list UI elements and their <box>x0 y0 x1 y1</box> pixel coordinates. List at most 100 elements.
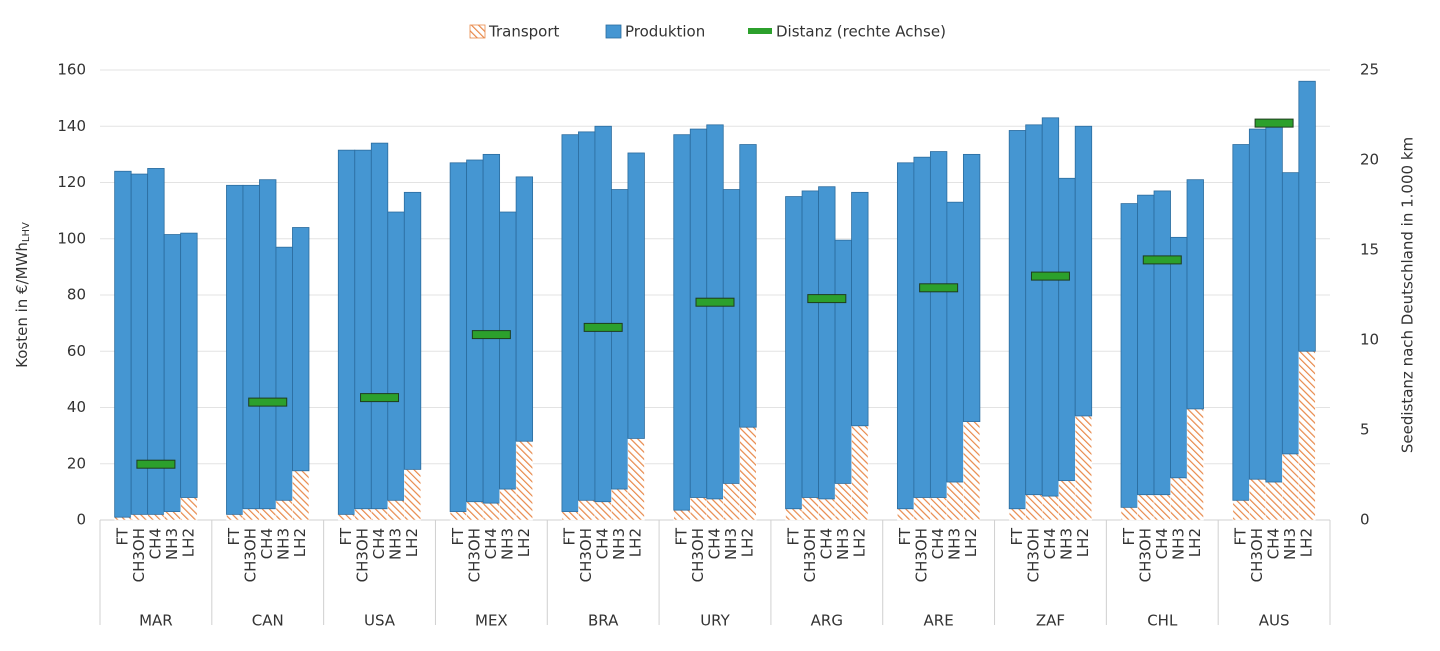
y-tick-label: 80 <box>67 286 86 304</box>
bar-produktion <box>354 149 372 510</box>
bar-transport <box>690 497 707 521</box>
x-tick-label: CH4 <box>817 528 835 559</box>
distance-marker <box>136 459 176 469</box>
bar-transport <box>1137 494 1155 521</box>
bar-produktion <box>594 125 612 503</box>
bar-produktion <box>1041 117 1060 497</box>
bar-produktion <box>226 184 244 515</box>
bar-produktion <box>180 232 198 498</box>
bar-produktion <box>114 170 132 518</box>
group-label: MAR <box>139 612 173 630</box>
bar-produktion <box>1137 194 1155 496</box>
bar-produktion <box>929 151 948 498</box>
y-tick-label: 40 <box>67 398 86 416</box>
bar-produktion <box>275 246 293 501</box>
distance-marker <box>1254 118 1294 128</box>
legend-label: Distanz (rechte Achse) <box>776 23 946 41</box>
bar-produktion <box>689 128 708 498</box>
group-label: USA <box>364 612 396 630</box>
x-tick-label: LH2 <box>1298 528 1316 557</box>
bar-transport <box>226 514 244 521</box>
bar-transport <box>578 500 596 521</box>
x-tick-label: NH3 <box>163 528 181 560</box>
x-tick-label: NH3 <box>1281 528 1299 560</box>
bar-produktion <box>801 190 819 498</box>
x-tick-label: LH2 <box>739 528 757 557</box>
legend-label: Produktion <box>625 23 705 41</box>
x-tick-label: CH4 <box>146 528 164 559</box>
bar-transport <box>1074 415 1092 521</box>
distance-marker <box>695 297 735 307</box>
x-tick-label: CH3OH <box>465 528 483 582</box>
x-tick-label: CH3OH <box>689 528 707 582</box>
x-tick-label: NH3 <box>275 528 293 560</box>
y-tick-label: 120 <box>57 173 86 191</box>
bar-transport <box>482 502 500 521</box>
distance-marker <box>919 283 959 293</box>
bar-transport <box>147 514 165 521</box>
bar-transport <box>561 511 579 521</box>
y2-tick-label: 10 <box>1360 331 1379 349</box>
bar-produktion <box>946 201 964 483</box>
bar-transport <box>834 483 852 521</box>
x-tick-label: CH4 <box>1265 528 1283 559</box>
group-label: MEX <box>475 612 508 630</box>
bar-produktion <box>834 239 852 484</box>
annotations: 0 20 40 60 80 100 120 140 160 0 5 10 15 20 25 Kosten in… <box>13 23 1417 630</box>
group-label: URY <box>700 612 730 630</box>
bar-transport <box>1249 478 1267 521</box>
bar-produktion <box>449 162 468 512</box>
bar-produktion <box>627 152 645 439</box>
x-tick-label: LH2 <box>291 528 309 557</box>
bar-transport <box>930 497 948 521</box>
bar-produktion <box>259 179 277 510</box>
x-tick-label: FT <box>225 527 243 545</box>
x-tick-label: CH4 <box>370 528 388 559</box>
bar-produktion <box>611 189 629 490</box>
bar-transport <box>594 501 612 521</box>
bar-produktion <box>337 149 356 515</box>
y-tick-label: 0 <box>76 511 86 529</box>
bar-transport <box>1120 507 1138 521</box>
group-label: ZAF <box>1036 612 1065 630</box>
bar-transport <box>1170 477 1188 521</box>
y-axis-label-sub: LHV <box>21 222 32 242</box>
bar-produktion <box>1298 80 1316 352</box>
x-tick-label: CH4 <box>1153 528 1171 559</box>
legend-swatch <box>605 24 622 39</box>
x-tick-label: NH3 <box>498 528 516 560</box>
bar-transport <box>292 470 310 521</box>
bar-transport <box>515 441 533 521</box>
x-tick-label: CH4 <box>482 528 500 559</box>
bar-transport <box>851 425 869 521</box>
bar-produktion <box>1074 125 1093 417</box>
bar-produktion <box>962 153 981 422</box>
x-tick-label: FT <box>1008 527 1026 545</box>
bar-produktion <box>785 196 803 510</box>
group-label: ARG <box>811 612 843 630</box>
y-axis-label: Kosten in €/MWhLHV <box>13 222 33 368</box>
bar-produktion <box>722 189 741 484</box>
x-tick-label: CH3OH <box>577 528 595 582</box>
x-tick-label: FT <box>896 527 914 545</box>
bar-produktion <box>1186 179 1204 410</box>
bar-transport <box>1265 481 1283 521</box>
bar-transport <box>1232 500 1250 521</box>
distance-marker <box>1142 255 1182 265</box>
bar-produktion <box>515 176 534 442</box>
bar-transport <box>275 500 293 521</box>
bar-transport <box>913 497 931 521</box>
y2-tick-label: 25 <box>1360 61 1379 79</box>
y-axis-label-main: Kosten in €/MWh <box>13 242 31 368</box>
x-tick-label: CH3OH <box>801 528 819 582</box>
bar-produktion <box>1281 172 1300 455</box>
bar-produktion <box>1120 203 1138 508</box>
bar-produktion <box>913 156 931 498</box>
bar-transport <box>627 438 645 521</box>
x-tick-label: LH2 <box>1186 528 1204 557</box>
bar-produktion <box>1153 190 1171 496</box>
bar-produktion <box>673 134 691 511</box>
distance-marker <box>807 294 847 304</box>
x-tick-label: FT <box>1120 527 1138 545</box>
bar-transport <box>739 426 757 521</box>
